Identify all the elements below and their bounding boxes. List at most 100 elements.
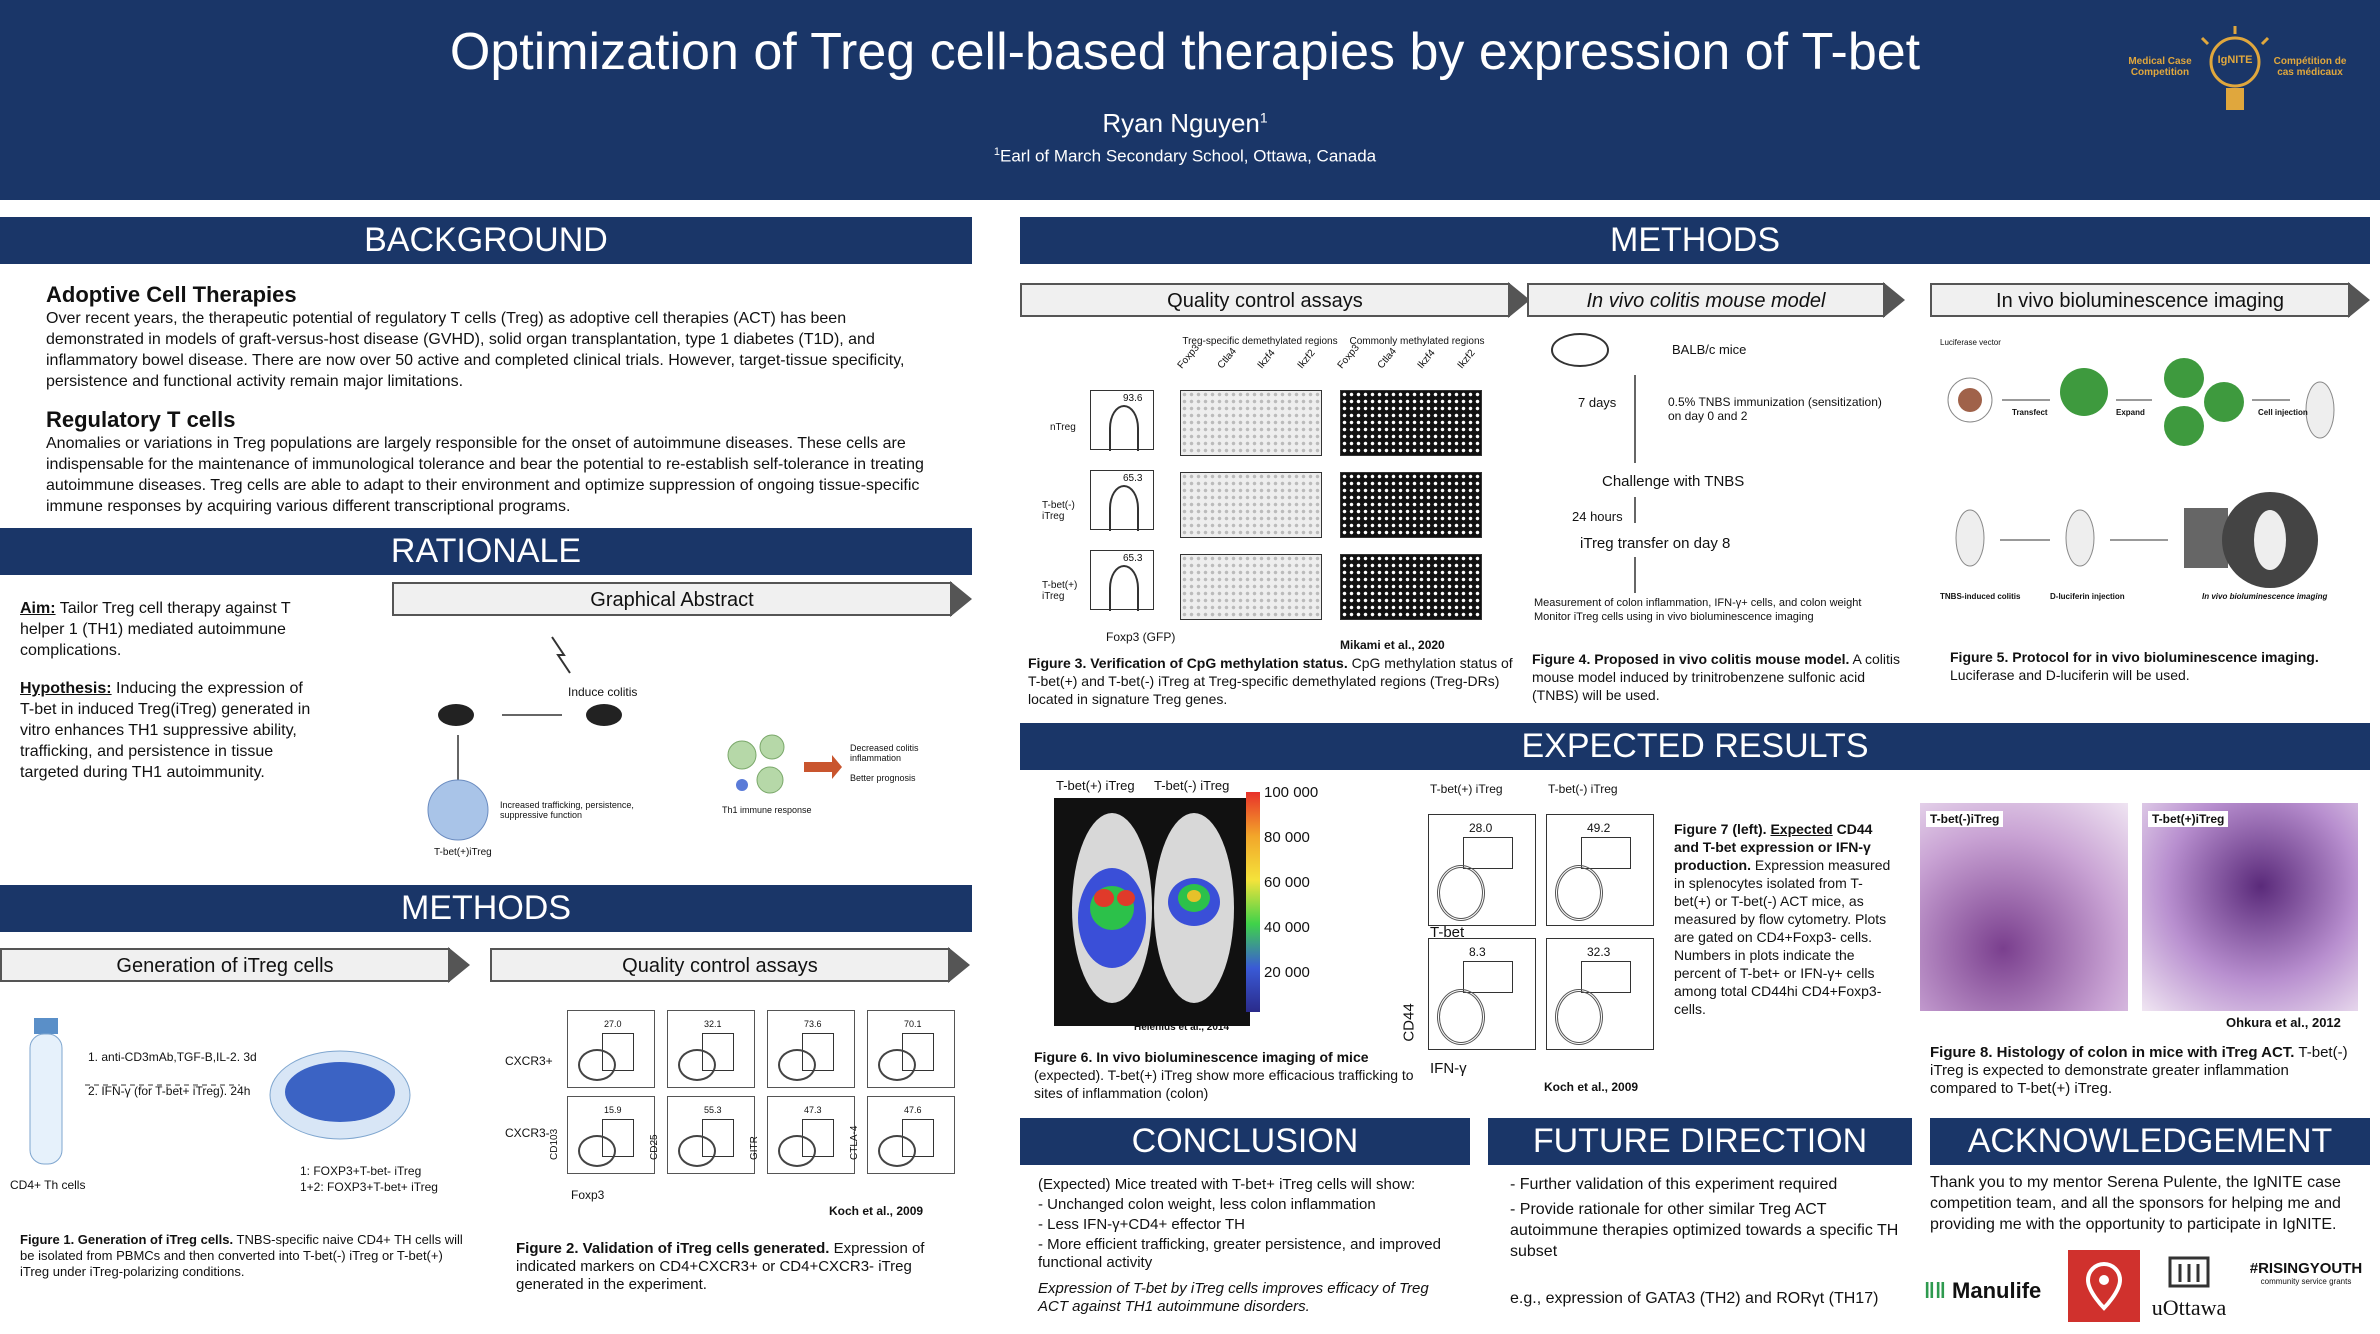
fig3-cap-body: CpG methylation status of T-bet(+) and T… [1028, 655, 1513, 707]
abs-increased: Increased trafficking, persistence, supp… [500, 800, 634, 820]
logo-left-text: Medical Case Competition [2128, 56, 2192, 78]
fig3-xlabel: Foxp3 (GFP) [1106, 630, 1176, 644]
aim-label: Aim: [20, 600, 56, 617]
graphical-abstract: Induce colitis Increased trafficking, pe… [392, 625, 952, 865]
affiliation: Earl of March Secondary School, Ottawa, … [1000, 146, 1377, 166]
figure-8-caption: Figure 8. Histology of colon in mice wit… [1930, 1044, 2350, 1098]
conclusion-item: - Unchanged colon weight, less colon inf… [1038, 1196, 1376, 1213]
figure-3: Treg-specific demethylated regions Commo… [1030, 330, 1510, 652]
fig4-transfer: iTreg transfer on day 8 [1580, 535, 1731, 552]
fig7-gate [1581, 837, 1631, 869]
fig3-grids: Foxp3 Ctla4 Ikzf4 Ikzf2 Foxp3 Ctla4 Ikzf4 Ikzf2 [1176, 343, 1500, 625]
fig3-grid [1180, 554, 1322, 620]
lightning-icon [551, 636, 571, 674]
figure-2: CXCR3+ CXCR3- 27.0 15.9 CD103 32.1 55.3 CD25 7… [505, 1010, 965, 1218]
generation-subbar: Generation of iTreg cells [0, 948, 450, 982]
fig3-grid [1180, 472, 1322, 538]
fig8-cite: Ohkura et al., 2012 [2226, 1015, 2341, 1030]
abs-th1: Th1 immune response [722, 805, 812, 815]
fig5-luciferin: D-luciferin injection [2050, 592, 2125, 601]
fig3-col-label: Ikzf4 [1415, 347, 1438, 371]
building-icon [2168, 1256, 2210, 1288]
fig3-group2: Commonly methylated regions [1349, 336, 1485, 347]
fig7-value: 49.2 [1587, 821, 1611, 835]
fig1-out1: 1: FOXP3+T-bet- iTreg [300, 1164, 422, 1178]
fig2-row1: CXCR3+ [505, 1054, 553, 1068]
fig7-plot: 32.3 [1546, 938, 1654, 1050]
conclusion-item: - More efficient trafficking, greater pe… [1038, 1236, 1441, 1271]
abs-better: Better prognosis [850, 773, 916, 783]
fig2-value: 15.9 [604, 1105, 622, 1115]
fig2-plot: 47.3 [767, 1096, 855, 1174]
fig3-col-label: Ctla4 [1375, 346, 1400, 371]
fig3-grid [1340, 554, 1482, 620]
fig7-contour [1555, 865, 1603, 921]
fig5-vector: Luciferase vector [1940, 338, 2001, 347]
fig2-plot: 47.6 [867, 1096, 955, 1174]
fig4-measure: Measurement of colon inflammation, IFN-γ… [1534, 597, 1862, 609]
fig8-cap-bold: Figure 8. Histology of colon in mice wit… [1930, 1044, 2295, 1061]
fig3-hist: 65.3 [1090, 470, 1154, 531]
fig2-contour [878, 1049, 916, 1081]
fig3-col-label: Ikzf2 [1455, 347, 1478, 371]
fig2-contour [778, 1135, 816, 1167]
fig7-plot: 49.2 [1546, 814, 1654, 926]
fig5-expand: Expand [2116, 408, 2145, 417]
hypothesis-body: Inducing the expression of T-bet in indu… [20, 680, 311, 781]
manulife-logo: ‖‖ Manulife [1924, 1278, 2042, 1303]
background-para-1: Over recent years, the therapeutic poten… [46, 310, 905, 390]
uottawa-logo: uOttawa [2146, 1250, 2232, 1321]
fig5-imaging: In vivo bioluminescence imaging [2202, 592, 2328, 601]
abs-induce: Induce colitis [568, 685, 638, 699]
logo-center-text: IgNITE [2217, 54, 2253, 66]
fig3-hist-value: 65.3 [1123, 473, 1143, 484]
ack-text: Thank you to my mentor Serena Pulente, t… [1930, 1174, 2341, 1233]
fig3-col-label: Ctla4 [1215, 346, 1240, 371]
future-item: - Provide rationale for other similar Tr… [1510, 1201, 1899, 1260]
fig3-hists: 93.6 65.3 65.3 [1090, 390, 1176, 625]
hypothesis-label: Hypothesis: [20, 680, 112, 697]
fig3-hist-value: 93.6 [1123, 393, 1143, 404]
abs-decreased: Decreased colitis inflammation [850, 743, 919, 763]
fig2-value: 27.0 [604, 1019, 622, 1029]
fig2-plot: 55.3 [667, 1096, 755, 1174]
fig2-plot: 15.9 [567, 1096, 655, 1174]
fig7-lab1: T-bet(+) iTreg [1430, 782, 1503, 796]
fig7-plot: 28.0 [1428, 814, 1536, 926]
fig7-contour [1437, 989, 1485, 1045]
fig2-value: 47.6 [904, 1105, 922, 1115]
fig2-contour [778, 1049, 816, 1081]
fig8-lab2: T-bet(+)iTreg [2148, 811, 2229, 827]
background-para-2: Anomalies or variations in Treg populati… [46, 435, 924, 515]
poster-title: Optimization of Treg cell-based therapie… [449, 23, 1921, 81]
conclusion-bar: CONCLUSION [1020, 1118, 1470, 1165]
fig4-mice: BALB/c mice [1672, 342, 1747, 357]
location-pin-icon [2085, 1261, 2123, 1311]
manulife-text: Manulife [1952, 1278, 2042, 1303]
author-name: Ryan Nguyen [1102, 108, 1260, 138]
fig7-cap-bold: Figure 7 (left). [1674, 821, 1767, 837]
fig6-lab1: T-bet(+) iTreg [1056, 778, 1135, 793]
fig7-tbet: T-bet [1430, 924, 1465, 941]
fig6-image [1054, 798, 1250, 1026]
fig7-cite: Koch et al., 2009 [1544, 1080, 1639, 1094]
fig7-lab2: T-bet(-) iTreg [1548, 782, 1618, 796]
risingyouth-logo: #RISINGYOUTH community service grants [2246, 1260, 2366, 1286]
fig2-row2: CXCR3- [505, 1126, 550, 1140]
figure-8: T-bet(-)iTreg T-bet(+)iTreg Ohkura et al… [1920, 803, 2360, 1033]
fig2-value: 73.6 [804, 1019, 822, 1029]
figure-5-svg [1947, 358, 2335, 588]
fig5-injection: Cell injection [2258, 408, 2308, 417]
fig6-scale-label: 100 000 [1264, 784, 1319, 801]
author-superscript: 1 [1259, 109, 1268, 126]
fig3-cite: Mikami et al., 2020 [1340, 638, 1445, 652]
imager-icon [2184, 508, 2228, 568]
risingyouth-sub: community service grants [2260, 1277, 2352, 1286]
future-bar: FUTURE DIRECTION [1488, 1118, 1912, 1165]
poster-header [0, 0, 2380, 200]
background-bar: BACKGROUND [0, 217, 972, 264]
colitis-subbar-tip [1883, 282, 1905, 318]
figure-5-caption: Figure 5. Protocol for in vivo biolumine… [1950, 648, 2350, 684]
background-heading-2: Regulatory T cells [46, 407, 236, 432]
fig3-hist-curve [1109, 565, 1139, 611]
